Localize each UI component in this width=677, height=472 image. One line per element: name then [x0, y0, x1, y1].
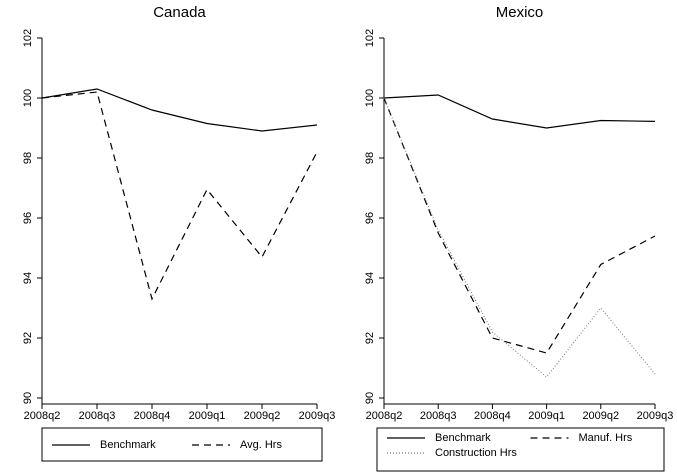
y-tick-label: 96	[364, 212, 376, 224]
x-tick-label: 2009q2	[244, 410, 281, 422]
x-tick-label: 2009q3	[299, 410, 336, 422]
y-tick-label: 94	[22, 272, 34, 284]
x-tick-label: 2008q4	[134, 410, 171, 422]
legend-box	[376, 427, 665, 472]
x-tick-label: 2008q2	[24, 410, 61, 422]
legend-label: Benchmark	[100, 439, 156, 451]
x-tick-label: 2009q1	[189, 410, 226, 422]
chart-title: Canada	[153, 4, 206, 21]
y-tick-label: 90	[364, 392, 376, 404]
x-tick-label: 2008q3	[420, 410, 457, 422]
y-tick-label: 98	[364, 152, 376, 164]
legend-label: Benchmark	[435, 432, 491, 444]
y-tick-label: 94	[364, 272, 376, 284]
y-tick-label: 100	[22, 89, 34, 107]
x-tick-label: 2008q2	[366, 410, 403, 422]
y-tick-label: 102	[22, 29, 34, 47]
y-tick-label: 92	[364, 332, 376, 344]
legend-label: Avg. Hrs	[240, 439, 282, 451]
legend-box	[41, 427, 323, 462]
series-line	[383, 97, 656, 354]
legend-label: Manuf. Hrs	[579, 432, 633, 444]
legend-label: Construction Hrs	[435, 447, 517, 459]
y-tick-label: 100	[364, 89, 376, 107]
x-tick-label: 2008q4	[474, 410, 511, 422]
y-tick-label: 92	[22, 332, 34, 344]
series-line	[41, 88, 318, 132]
y-tick-label: 90	[22, 392, 34, 404]
x-tick-label: 2008q3	[79, 410, 116, 422]
series-line	[383, 94, 656, 129]
series-line	[41, 91, 318, 301]
y-tick-label: 96	[22, 212, 34, 224]
x-tick-label: 2009q1	[528, 410, 565, 422]
chart-title: Mexico	[496, 4, 544, 21]
y-tick-label: 98	[22, 152, 34, 164]
x-tick-label: 2009q3	[637, 410, 674, 422]
x-tick-label: 2009q2	[582, 410, 619, 422]
y-tick-label: 102	[364, 29, 376, 47]
series-line	[383, 97, 656, 378]
